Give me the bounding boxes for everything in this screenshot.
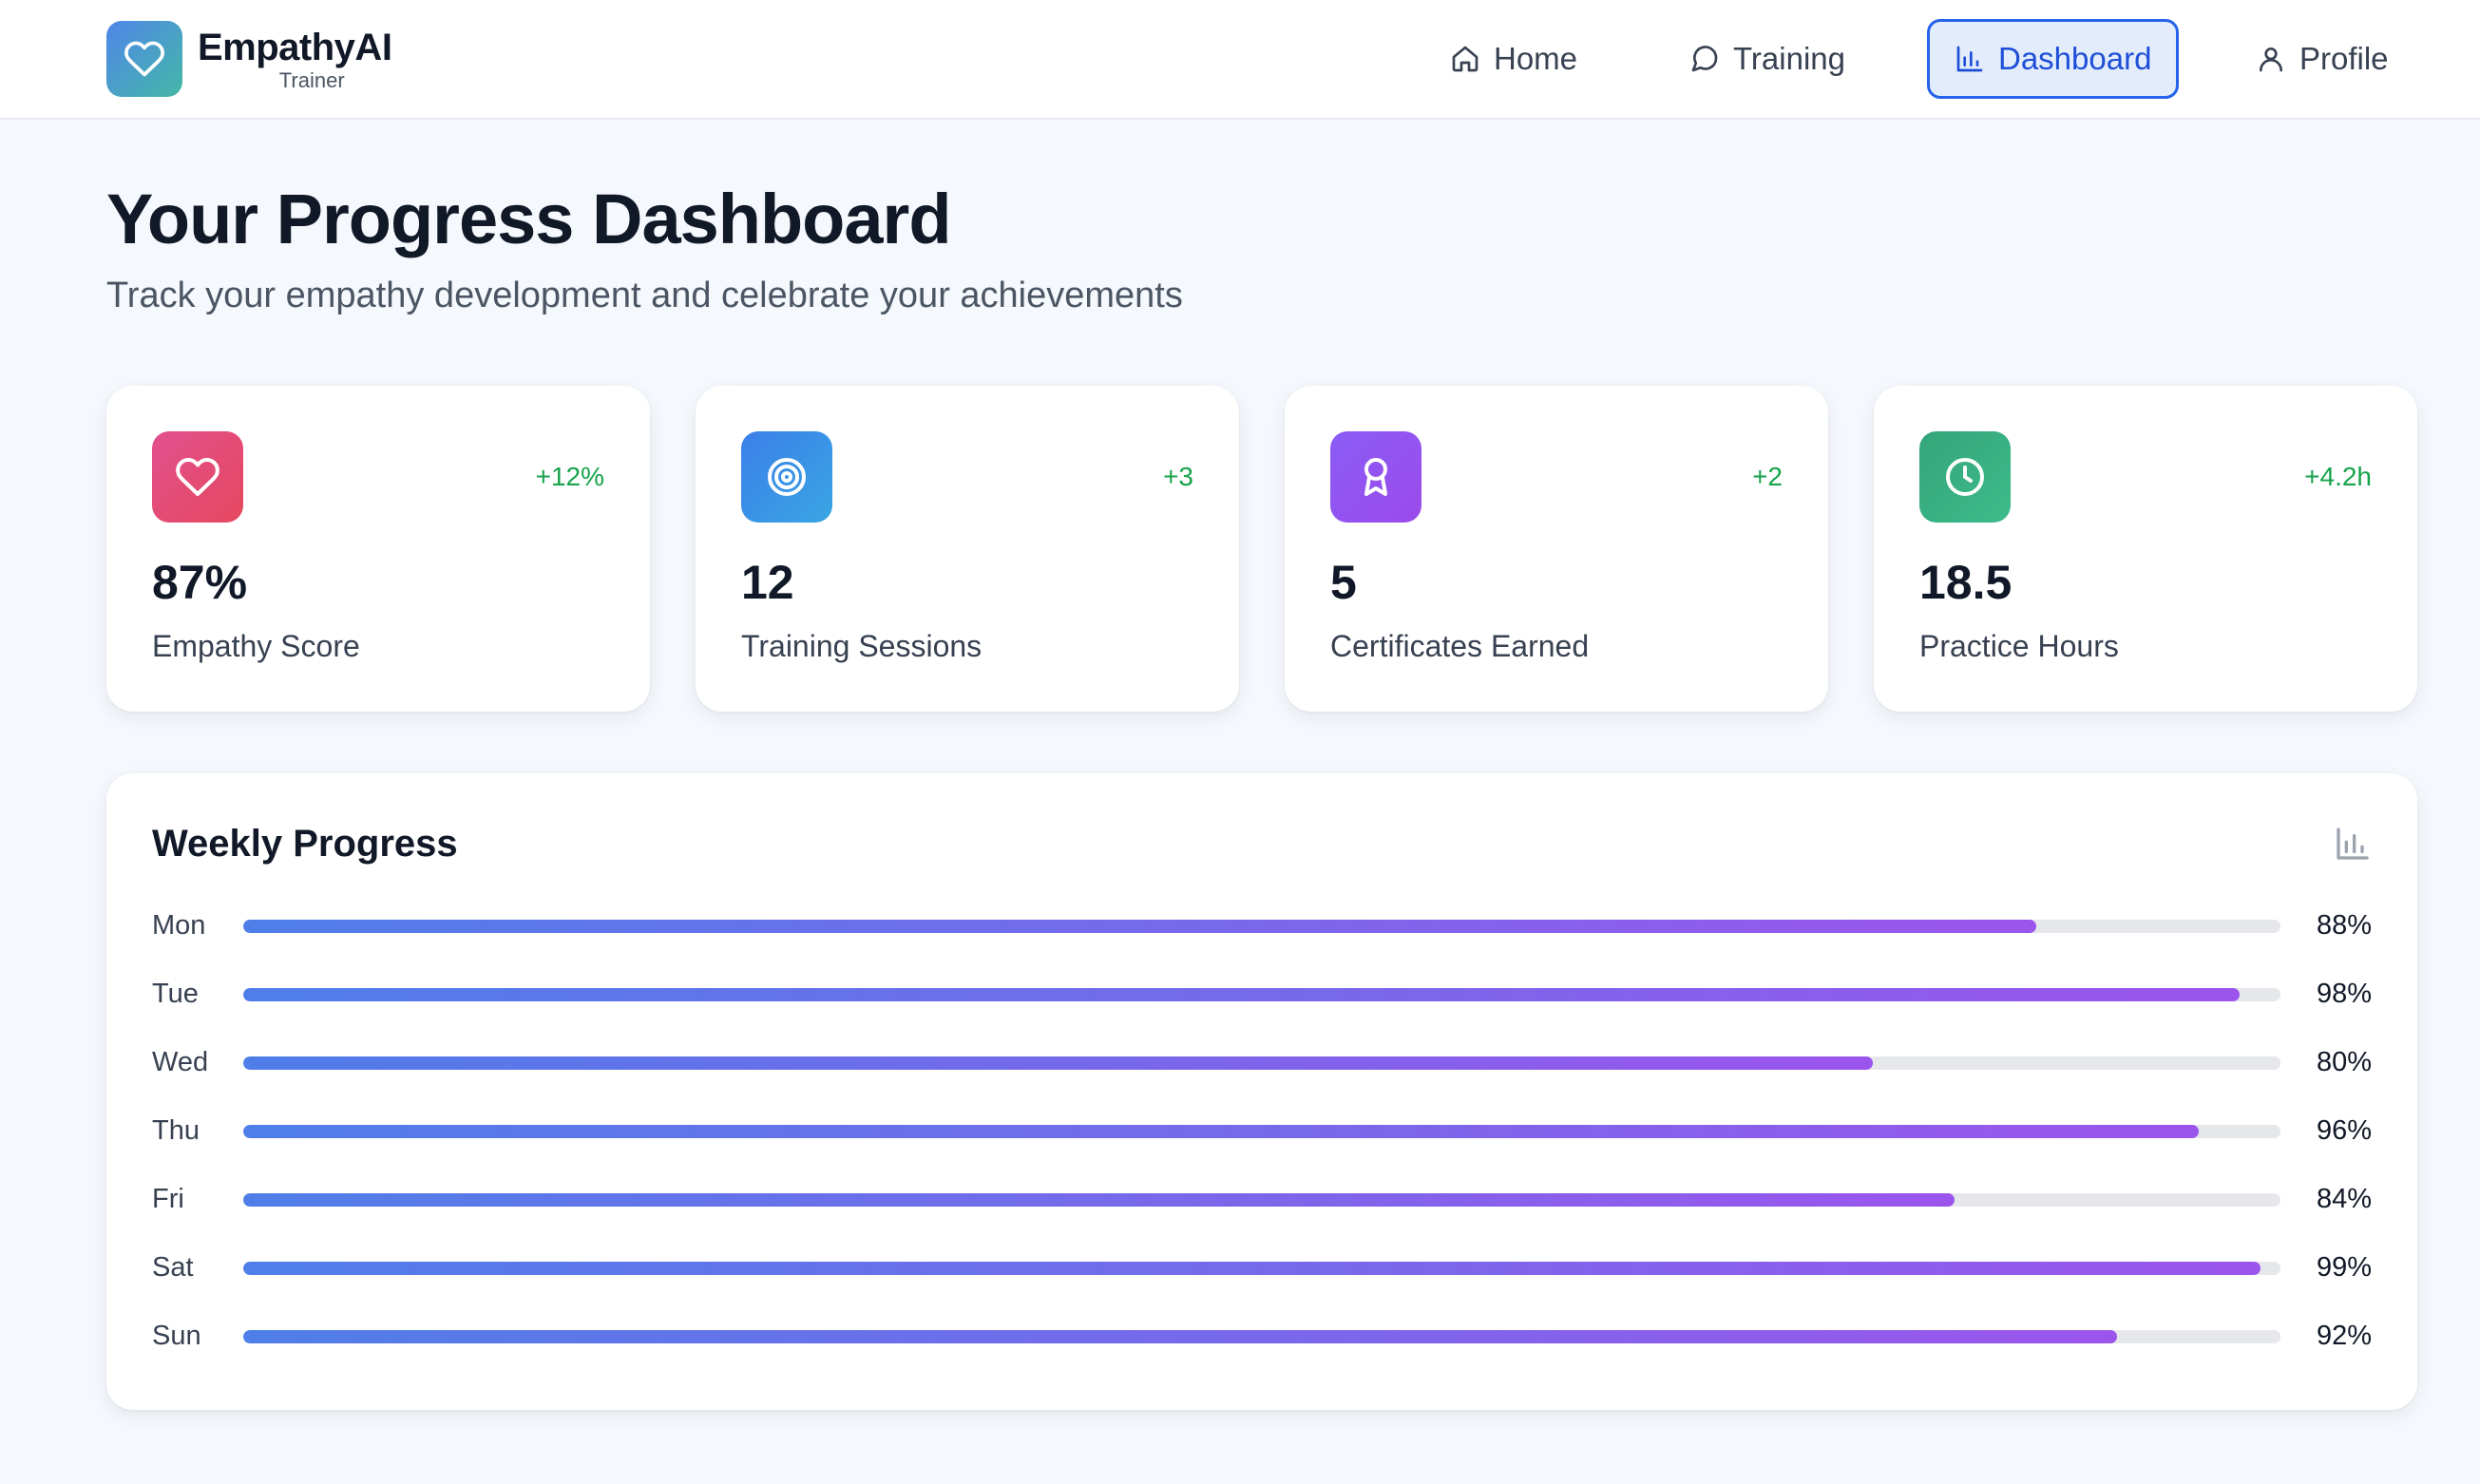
- stat-value: 18.5: [1919, 556, 2013, 609]
- brand-name: EmpathyAI: [198, 27, 392, 68]
- progress-bar-track: [243, 988, 2280, 1001]
- nav-item-dashboard[interactable]: Dashboard: [1927, 19, 2180, 99]
- user-icon: [2260, 48, 2282, 72]
- weekly-progress-panel: Weekly Progress Mon 88% Tue 98% Wed 80% Thu 96%…: [106, 773, 2417, 1410]
- progress-day-label: Sun: [152, 1321, 201, 1351]
- nav-item-home[interactable]: Home: [1425, 19, 1602, 99]
- progress-row-tue: Tue 98%: [152, 965, 2372, 1034]
- progress-bar-track: [243, 1193, 2280, 1207]
- stat-card-empathy-score: +12% 87% Empathy Score: [106, 386, 650, 712]
- page-subtitle: Track your empathy development and celeb…: [106, 276, 1183, 315]
- progress-day-label: Sat: [152, 1252, 194, 1283]
- weekly-progress-list: Mon 88% Tue 98% Wed 80% Thu 96% Fri 84% Sat 99% Sun 9…: [152, 897, 2372, 1376]
- progress-row-fri: Fri 84%: [152, 1170, 2372, 1239]
- progress-day-label: Fri: [152, 1184, 184, 1214]
- stat-delta: +12%: [535, 462, 604, 491]
- progress-bar-fill: [243, 1125, 2200, 1138]
- progress-day-label: Mon: [152, 910, 206, 941]
- heart-icon: [152, 431, 243, 523]
- award-icon: [1330, 431, 1421, 523]
- progress-percent: 84%: [2316, 1184, 2372, 1214]
- stat-card-practice-hours: +4.2h 18.5 Practice Hours: [1874, 386, 2417, 712]
- progress-bar-track: [243, 1330, 2280, 1343]
- progress-bar-fill: [243, 920, 2036, 933]
- progress-row-mon: Mon 88%: [152, 897, 2372, 965]
- home-icon: [1452, 46, 1478, 72]
- progress-percent: 96%: [2316, 1115, 2372, 1146]
- progress-row-sun: Sun 92%: [152, 1307, 2372, 1376]
- progress-row-wed: Wed 80%: [152, 1034, 2372, 1102]
- progress-bar-fill: [243, 1193, 1955, 1207]
- stat-label: Training Sessions: [741, 629, 982, 663]
- nav-label: Home: [1494, 41, 1578, 76]
- nav-label: Profile: [2299, 41, 2389, 76]
- progress-bar-fill: [243, 1056, 1874, 1070]
- progress-percent: 80%: [2316, 1047, 2372, 1077]
- progress-row-sat: Sat 99%: [152, 1239, 2372, 1307]
- nav-label: Training: [1733, 41, 1845, 76]
- stat-label: Empathy Score: [152, 629, 360, 663]
- progress-bar-fill: [243, 988, 2241, 1001]
- progress-bar-fill: [243, 1330, 2118, 1343]
- page-title: Your Progress Dashboard: [106, 180, 952, 258]
- progress-percent: 98%: [2316, 979, 2372, 1009]
- stat-delta: +4.2h: [2304, 462, 2372, 491]
- brand-subtitle: Trainer: [278, 68, 345, 92]
- stat-delta: +3: [1163, 462, 1193, 491]
- progress-percent: 92%: [2316, 1321, 2372, 1351]
- nav-item-profile[interactable]: Profile: [2231, 19, 2413, 99]
- clock-icon: [1919, 431, 2011, 523]
- panel-title: Weekly Progress: [152, 823, 458, 865]
- brand[interactable]: EmpathyAI Trainer: [106, 21, 392, 97]
- stat-delta: +2: [1752, 462, 1783, 491]
- progress-day-label: Thu: [152, 1115, 200, 1146]
- stat-value: 87%: [152, 556, 248, 609]
- stat-label: Certificates Earned: [1330, 629, 1590, 663]
- bar-chart-icon: [1956, 46, 1983, 72]
- stat-label: Practice Hours: [1919, 629, 2119, 663]
- nav-item-training[interactable]: Training: [1665, 19, 1870, 99]
- progress-bar-track: [243, 1125, 2280, 1138]
- progress-bar-track: [243, 1262, 2280, 1275]
- progress-row-thu: Thu 96%: [152, 1102, 2372, 1170]
- progress-bar-track: [243, 1056, 2280, 1070]
- target-icon: [741, 431, 832, 523]
- progress-percent: 88%: [2316, 910, 2372, 941]
- progress-percent: 99%: [2316, 1252, 2372, 1283]
- stat-value: 12: [741, 556, 794, 609]
- progress-day-label: Tue: [152, 979, 199, 1009]
- heart-icon: [106, 21, 182, 97]
- chat-bubble-icon: [1691, 46, 1718, 72]
- stat-value: 5: [1330, 556, 1357, 609]
- stat-card-training-sessions: +3 12 Training Sessions: [696, 386, 1239, 712]
- progress-bar-track: [243, 920, 2280, 933]
- nav-label: Dashboard: [1998, 41, 2152, 76]
- stat-card-certificates: +2 5 Certificates Earned: [1285, 386, 1828, 712]
- top-navbar: EmpathyAI Trainer Home Training Dashboar…: [0, 0, 2480, 120]
- progress-bar-fill: [243, 1262, 2261, 1275]
- bar-chart-icon[interactable]: [2334, 825, 2372, 863]
- progress-day-label: Wed: [152, 1047, 209, 1077]
